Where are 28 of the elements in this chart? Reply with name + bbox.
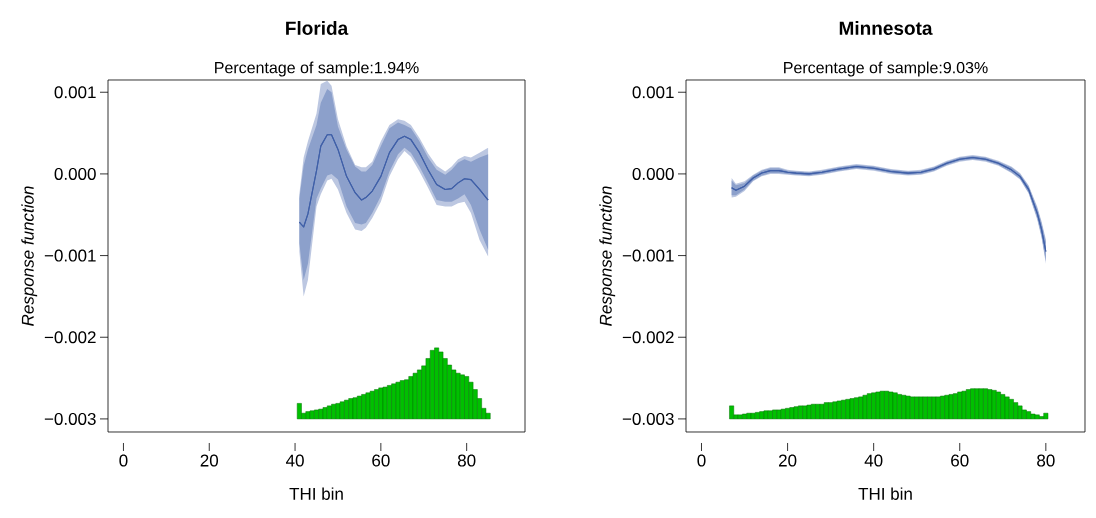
x-tick-label: 0: [119, 454, 128, 467]
y-tick-label: 0.000: [54, 167, 96, 180]
x-tick-label: 60: [951, 454, 969, 467]
x-tick-label: 0: [697, 454, 706, 467]
chart-subtitle: Percentage of sample:9.03%: [784, 61, 988, 77]
chart-title: Minnesota: [839, 21, 933, 35]
x-tick-label: 80: [1037, 454, 1055, 467]
chart-subtitle: Percentage of sample:1.94%: [215, 61, 419, 77]
x-axis-title: THI bin: [289, 487, 343, 500]
x-tick-label: 20: [200, 454, 219, 467]
x-tick-label: 60: [372, 454, 390, 467]
y-tick-label: −0.003: [44, 412, 96, 425]
y-tick-label: −0.001: [622, 249, 674, 262]
y-tick-label: 0.001: [632, 86, 674, 99]
y-tick-label: 0.001: [54, 86, 96, 99]
y-tick-label: −0.001: [44, 249, 96, 262]
y-tick-label: 0.000: [632, 167, 674, 180]
y-tick-label: −0.002: [44, 331, 96, 344]
x-tick-label: 40: [285, 454, 304, 467]
x-tick-label: 40: [864, 454, 883, 467]
chart-title: Florida: [286, 21, 349, 35]
x-tick-label: 20: [778, 454, 797, 467]
y-axis-title: Response function: [21, 186, 38, 326]
y-tick-label: −0.002: [622, 331, 674, 344]
x-axis-title: THI bin: [858, 487, 912, 500]
y-tick-label: −0.003: [622, 412, 674, 425]
x-tick-label: 80: [457, 454, 476, 467]
y-axis-title: Response function: [599, 186, 616, 326]
